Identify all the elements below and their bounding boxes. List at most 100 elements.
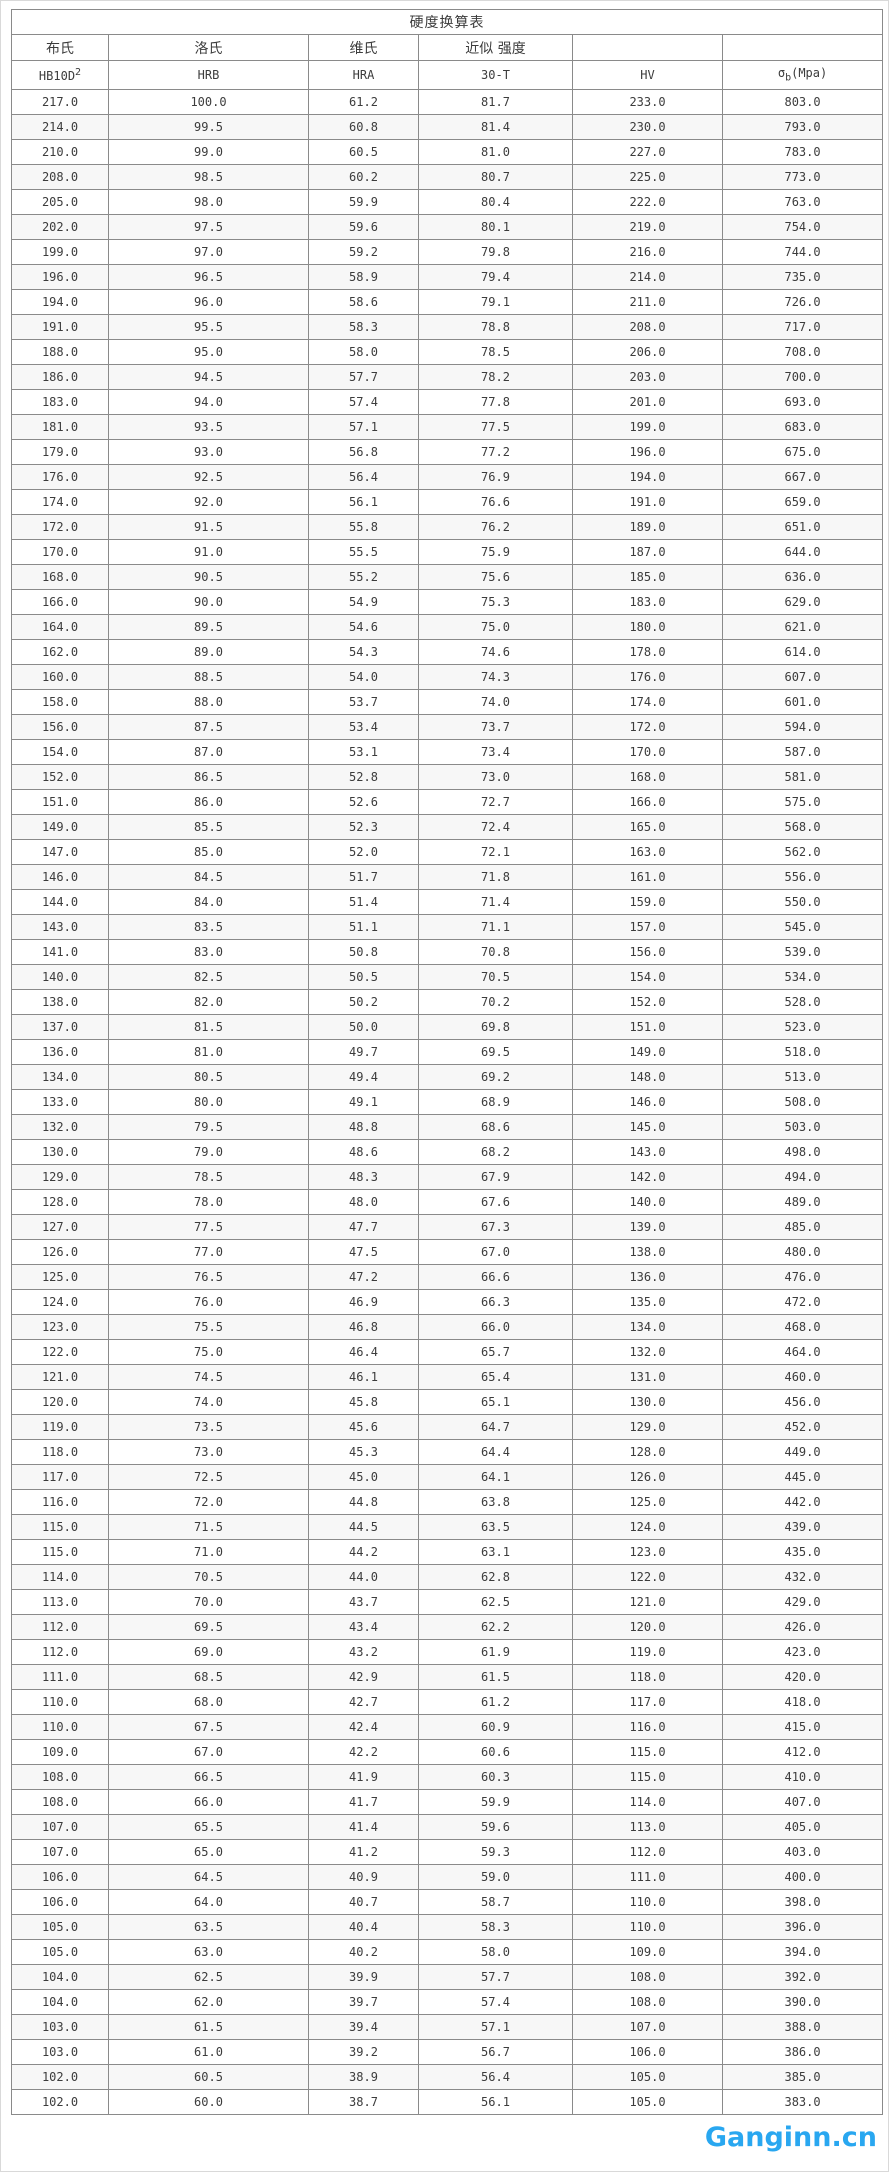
table-row: 170.0 91.0 55.5 75.9 187.0 644.0 xyxy=(11,539,884,565)
cell-hb: 166.0 xyxy=(11,589,109,615)
cell-hrb: 65.0 xyxy=(108,1839,309,1865)
cell-sigma-b: 708.0 xyxy=(721,339,884,365)
header-unit-hra: HRA xyxy=(308,60,419,90)
cell-hv: 136.0 xyxy=(572,1264,723,1290)
cell-30t: 70.8 xyxy=(418,939,573,965)
cell-30t: 57.1 xyxy=(418,2014,573,2040)
cell-hb: 133.0 xyxy=(11,1089,109,1115)
cell-hrb: 69.0 xyxy=(108,1639,309,1665)
cell-hrb: 87.0 xyxy=(108,739,309,765)
cell-sigma-b: 480.0 xyxy=(721,1239,884,1265)
table-row: 105.0 63.0 40.2 58.0 109.0 394.0 xyxy=(11,1939,884,1965)
cell-hra: 49.4 xyxy=(308,1064,419,1090)
cell-sigma-b: 418.0 xyxy=(721,1689,884,1715)
table-row: 156.0 87.5 53.4 73.7 172.0 594.0 xyxy=(11,714,884,740)
cell-30t: 72.1 xyxy=(418,839,573,865)
cell-hra: 51.1 xyxy=(308,914,419,940)
cell-hrb: 75.0 xyxy=(108,1339,309,1365)
cell-sigma-b: 429.0 xyxy=(721,1589,884,1615)
cell-hv: 123.0 xyxy=(572,1539,723,1565)
cell-30t: 66.0 xyxy=(418,1314,573,1340)
cell-30t: 77.5 xyxy=(418,414,573,440)
cell-hra: 55.5 xyxy=(308,539,419,565)
cell-hrb: 82.5 xyxy=(108,964,309,990)
cell-30t: 56.7 xyxy=(418,2039,573,2065)
table-row: 130.0 79.0 48.6 68.2 143.0 498.0 xyxy=(11,1139,884,1165)
cell-hv: 219.0 xyxy=(572,214,723,240)
cell-sigma-b: 456.0 xyxy=(721,1389,884,1415)
cell-hrb: 94.5 xyxy=(108,364,309,390)
cell-hrb: 82.0 xyxy=(108,989,309,1015)
cell-hrb: 71.0 xyxy=(108,1539,309,1565)
cell-hb: 115.0 xyxy=(11,1514,109,1540)
cell-sigma-b: 485.0 xyxy=(721,1214,884,1240)
cell-hb: 186.0 xyxy=(11,364,109,390)
cell-hrb: 60.5 xyxy=(108,2064,309,2090)
cell-30t: 78.5 xyxy=(418,339,573,365)
cell-hv: 117.0 xyxy=(572,1689,723,1715)
cell-hv: 114.0 xyxy=(572,1789,723,1815)
cell-hra: 53.1 xyxy=(308,739,419,765)
table-row: 118.0 73.0 45.3 64.4 128.0 449.0 xyxy=(11,1439,884,1465)
cell-hv: 152.0 xyxy=(572,989,723,1015)
cell-sigma-b: 435.0 xyxy=(721,1539,884,1565)
cell-sigma-b: 803.0 xyxy=(721,89,884,115)
cell-hv: 120.0 xyxy=(572,1614,723,1640)
table-row: 134.0 80.5 49.4 69.2 148.0 513.0 xyxy=(11,1064,884,1090)
hb10d-superscript: 2 xyxy=(75,66,82,78)
cell-sigma-b: 508.0 xyxy=(721,1089,884,1115)
cell-hra: 48.8 xyxy=(308,1114,419,1140)
cell-30t: 68.9 xyxy=(418,1089,573,1115)
cell-hb: 143.0 xyxy=(11,914,109,940)
cell-hrb: 81.0 xyxy=(108,1039,309,1065)
cell-hrb: 68.0 xyxy=(108,1689,309,1715)
cell-sigma-b: 388.0 xyxy=(721,2014,884,2040)
cell-hrb: 64.0 xyxy=(108,1889,309,1915)
cell-hv: 208.0 xyxy=(572,314,723,340)
cell-hra: 60.5 xyxy=(308,139,419,165)
cell-30t: 73.0 xyxy=(418,764,573,790)
cell-sigma-b: 717.0 xyxy=(721,314,884,340)
header-unit-hv: HV xyxy=(572,60,723,90)
cell-hrb: 67.0 xyxy=(108,1739,309,1765)
table-row: 176.0 92.5 56.4 76.9 194.0 667.0 xyxy=(11,464,884,490)
cell-30t: 60.6 xyxy=(418,1739,573,1765)
cell-30t: 81.7 xyxy=(418,89,573,115)
cell-hrb: 78.5 xyxy=(108,1164,309,1190)
table-row: 143.0 83.5 51.1 71.1 157.0 545.0 xyxy=(11,914,884,940)
cell-hb: 158.0 xyxy=(11,689,109,715)
cell-hrb: 61.5 xyxy=(108,2014,309,2040)
cell-hb: 172.0 xyxy=(11,514,109,540)
cell-sigma-b: 503.0 xyxy=(721,1114,884,1140)
cell-30t: 65.4 xyxy=(418,1364,573,1390)
cell-hv: 143.0 xyxy=(572,1139,723,1165)
cell-hrb: 84.0 xyxy=(108,889,309,915)
cell-sigma-b: 442.0 xyxy=(721,1489,884,1515)
header-unit-hrb: HRB xyxy=(108,60,309,90)
cell-hrb: 68.5 xyxy=(108,1664,309,1690)
cell-hra: 47.5 xyxy=(308,1239,419,1265)
cell-sigma-b: 423.0 xyxy=(721,1639,884,1665)
cell-hb: 126.0 xyxy=(11,1239,109,1265)
table-row: 112.0 69.5 43.4 62.2 120.0 426.0 xyxy=(11,1614,884,1640)
cell-hra: 55.2 xyxy=(308,564,419,590)
cell-sigma-b: 464.0 xyxy=(721,1339,884,1365)
table-row: 186.0 94.5 57.7 78.2 203.0 700.0 xyxy=(11,364,884,390)
table-row: 158.0 88.0 53.7 74.0 174.0 601.0 xyxy=(11,689,884,715)
table-row: 140.0 82.5 50.5 70.5 154.0 534.0 xyxy=(11,964,884,990)
cell-hra: 52.8 xyxy=(308,764,419,790)
table-row: 179.0 93.0 56.8 77.2 196.0 675.0 xyxy=(11,439,884,465)
cell-hb: 108.0 xyxy=(11,1764,109,1790)
cell-hra: 54.6 xyxy=(308,614,419,640)
cell-hb: 112.0 xyxy=(11,1614,109,1640)
cell-hv: 216.0 xyxy=(572,239,723,265)
cell-sigma-b: 763.0 xyxy=(721,189,884,215)
cell-hrb: 67.5 xyxy=(108,1714,309,1740)
cell-hrb: 84.5 xyxy=(108,864,309,890)
table-row: 188.0 95.0 58.0 78.5 206.0 708.0 xyxy=(11,339,884,365)
cell-sigma-b: 683.0 xyxy=(721,414,884,440)
cell-hrb: 88.5 xyxy=(108,664,309,690)
table-row: 117.0 72.5 45.0 64.1 126.0 445.0 xyxy=(11,1464,884,1490)
cell-hb: 208.0 xyxy=(11,164,109,190)
cell-hrb: 72.0 xyxy=(108,1489,309,1515)
